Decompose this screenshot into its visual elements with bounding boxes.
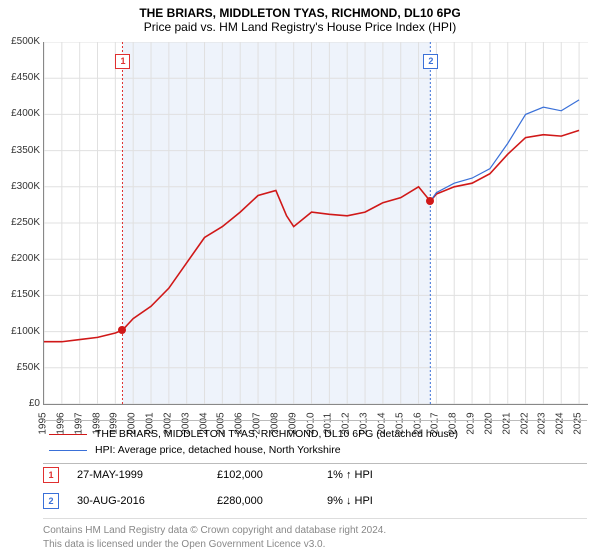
footer-line-2: This data is licensed under the Open Gov…	[43, 538, 587, 552]
y-tick-label: £500K	[0, 36, 40, 47]
footer: Contains HM Land Registry data © Crown c…	[43, 518, 587, 551]
sale-price: £102,000	[217, 469, 327, 481]
sale-marker-box: 2	[423, 54, 438, 69]
sale-date: 27-MAY-1999	[77, 469, 217, 481]
sales-table: 1 27-MAY-1999£102,0001% ↑ HPI 2 30-AUG-2016…	[43, 462, 587, 514]
y-tick-label: £350K	[0, 145, 40, 156]
y-tick-label: £300K	[0, 181, 40, 192]
y-tick-label: £150K	[0, 289, 40, 300]
sale-row: 2 30-AUG-2016£280,0009% ↓ HPI	[43, 488, 587, 514]
sale-index-box: 1	[43, 467, 59, 483]
y-tick-label: £100K	[0, 326, 40, 337]
footer-line-1: Contains HM Land Registry data © Crown c…	[43, 524, 587, 538]
y-tick-label: £400K	[0, 108, 40, 119]
sale-dot	[118, 326, 126, 334]
sale-row: 1 27-MAY-1999£102,0001% ↑ HPI	[43, 462, 587, 488]
sale-index-box: 2	[43, 493, 59, 509]
sale-marker-box: 1	[115, 54, 130, 69]
y-tick-label: £250K	[0, 217, 40, 228]
sale-hpi-delta: 1% ↑ HPI	[327, 469, 447, 481]
y-tick-label: £200K	[0, 253, 40, 264]
legend-label: THE BRIARS, MIDDLETON TYAS, RICHMOND, DL…	[95, 428, 458, 440]
sale-hpi-delta: 9% ↓ HPI	[327, 495, 447, 507]
sale-date: 30-AUG-2016	[77, 495, 217, 507]
chart-title-2: Price paid vs. HM Land Registry's House …	[0, 20, 600, 34]
legend-swatch	[49, 450, 87, 451]
sale-price: £280,000	[217, 495, 327, 507]
legend-swatch	[49, 434, 87, 435]
chart-title-1: THE BRIARS, MIDDLETON TYAS, RICHMOND, DL…	[0, 6, 600, 20]
chart-legend: THE BRIARS, MIDDLETON TYAS, RICHMOND, DL…	[43, 420, 587, 464]
y-tick-label: £0	[0, 398, 40, 409]
chart-plot-area: 12	[43, 42, 588, 405]
legend-row: HPI: Average price, detached house, Nort…	[49, 442, 581, 458]
legend-label: HPI: Average price, detached house, Nort…	[95, 444, 341, 456]
legend-row: THE BRIARS, MIDDLETON TYAS, RICHMOND, DL…	[49, 426, 581, 442]
y-tick-label: £50K	[0, 362, 40, 373]
sale-dot	[426, 197, 434, 205]
y-tick-label: £450K	[0, 72, 40, 83]
